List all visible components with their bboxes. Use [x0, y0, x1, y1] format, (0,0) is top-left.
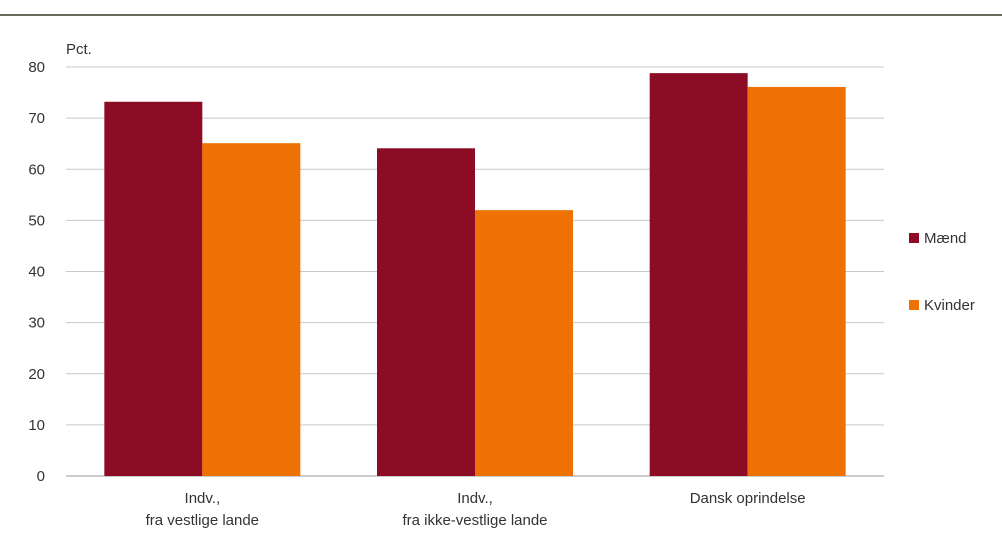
- y-tick-label: 50: [28, 212, 45, 229]
- header-rule: [0, 0, 1002, 16]
- bar-kvinder-0: [202, 143, 301, 476]
- bar-maend-2: [649, 73, 748, 476]
- bar-kvinder-2: [747, 86, 846, 476]
- y-tick-label: 30: [28, 315, 45, 332]
- y-axis-ticks: 0 10 20 30 40 50 60 70 80: [28, 59, 45, 485]
- y-tick-label: 0: [37, 468, 45, 485]
- y-tick-label: 10: [28, 417, 45, 434]
- legend: Mænd Kvinder: [909, 230, 975, 314]
- y-tick-label: 40: [28, 264, 45, 281]
- bar-maend-0: [104, 101, 203, 476]
- bars: [104, 73, 846, 476]
- y-tick-label: 60: [28, 161, 45, 178]
- legend-swatch: [909, 300, 919, 310]
- category-label: fra vestlige lande: [146, 512, 259, 529]
- y-tick-label: 20: [28, 366, 45, 383]
- legend-label: Kvinder: [924, 297, 975, 314]
- y-tick-label: 70: [28, 110, 45, 127]
- bar-kvinder-1: [475, 210, 573, 476]
- category-label: Indv.,: [457, 490, 493, 507]
- category-label: Dansk oprindelse: [690, 490, 806, 507]
- legend-swatch: [909, 233, 919, 243]
- y-tick-label: 80: [28, 59, 45, 76]
- y-unit-label: Pct.: [66, 41, 92, 58]
- bar-maend-1: [377, 148, 475, 476]
- category-label: fra ikke-vestlige lande: [402, 512, 547, 529]
- category-labels: Indv., fra vestlige lande Indv., fra ikke-v…: [146, 490, 806, 529]
- legend-label: Mænd: [924, 230, 967, 247]
- category-label: Indv.,: [185, 490, 221, 507]
